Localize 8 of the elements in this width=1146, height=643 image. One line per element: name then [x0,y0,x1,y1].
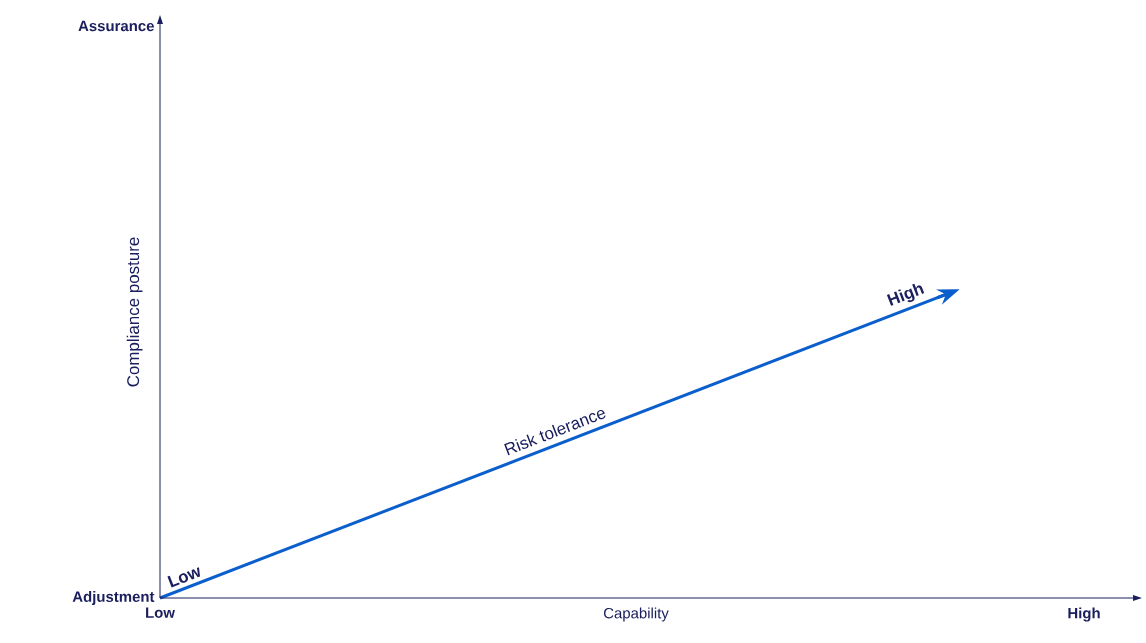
annotation: High [886,283,925,306]
text: Low [146,607,175,618]
y-axis-title: Compliance posture [126,237,143,387]
text: Adjustment [72,591,155,605]
annotation: Low [167,567,200,588]
text: High [1068,607,1100,622]
x-axis-title: Capability [603,607,669,622]
text: Assurance [78,20,154,32]
